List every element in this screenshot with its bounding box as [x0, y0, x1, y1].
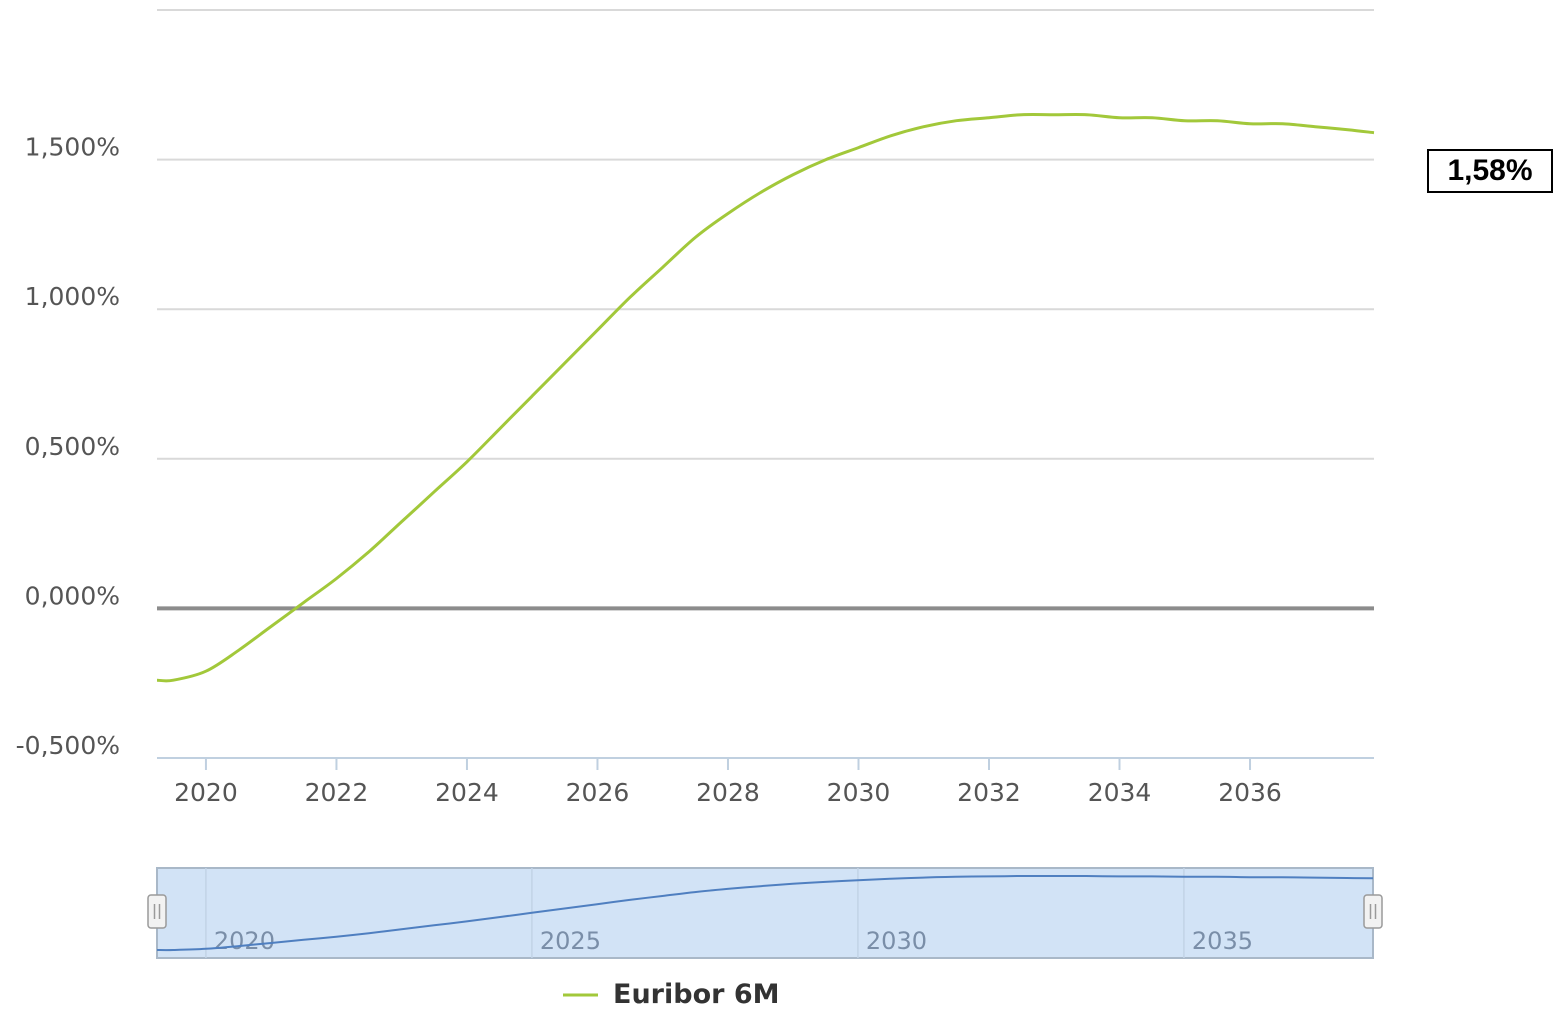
navigator-x-label: 2035 [1192, 927, 1253, 955]
series-layer [156, 112, 1375, 683]
y-tick-label: -0,500% [16, 731, 120, 760]
navigator[interactable]: 2020 2025 2030 2035 [147, 867, 1383, 959]
y-tick-label: 1,500% [25, 133, 120, 162]
series-line-euribor-6m[interactable] [156, 112, 1375, 683]
navigator-selected-range[interactable] [156, 867, 1374, 959]
x-tick-label: 2026 [566, 778, 630, 807]
legend-label[interactable]: Euribor 6M [613, 979, 779, 1010]
gridlines [157, 9, 1374, 759]
navigator-series-line [156, 874, 1374, 952]
y-tick-label: 0,000% [25, 581, 120, 610]
navigator-left-handle[interactable] [147, 894, 167, 929]
x-tick-label: 2036 [1218, 778, 1282, 807]
navigator-x-label: 2020 [214, 927, 275, 955]
legend[interactable]: Euribor 6M [563, 979, 779, 1010]
current-value-badge: 1,58% [1427, 149, 1553, 193]
x-axis: 2020 2022 2024 2026 2028 2030 2032 2034 2036 [174, 758, 1282, 807]
navigator-x-label: 2025 [540, 927, 601, 955]
x-tick-label: 2022 [305, 778, 369, 807]
y-tick-label: 1,000% [25, 282, 120, 311]
y-axis: -0,500% 0,000% 0,500% 1,000% 1,500% [16, 133, 120, 760]
y-tick-label: 0,500% [25, 432, 120, 461]
x-tick-label: 2028 [696, 778, 760, 807]
navigator-x-label: 2030 [866, 927, 927, 955]
navigator-right-handle[interactable] [1363, 894, 1383, 929]
x-tick-label: 2032 [957, 778, 1021, 807]
x-tick-label: 2024 [435, 778, 499, 807]
x-tick-label: 2030 [827, 778, 891, 807]
x-tick-label: 2034 [1088, 778, 1152, 807]
x-tick-label: 2020 [174, 778, 238, 807]
